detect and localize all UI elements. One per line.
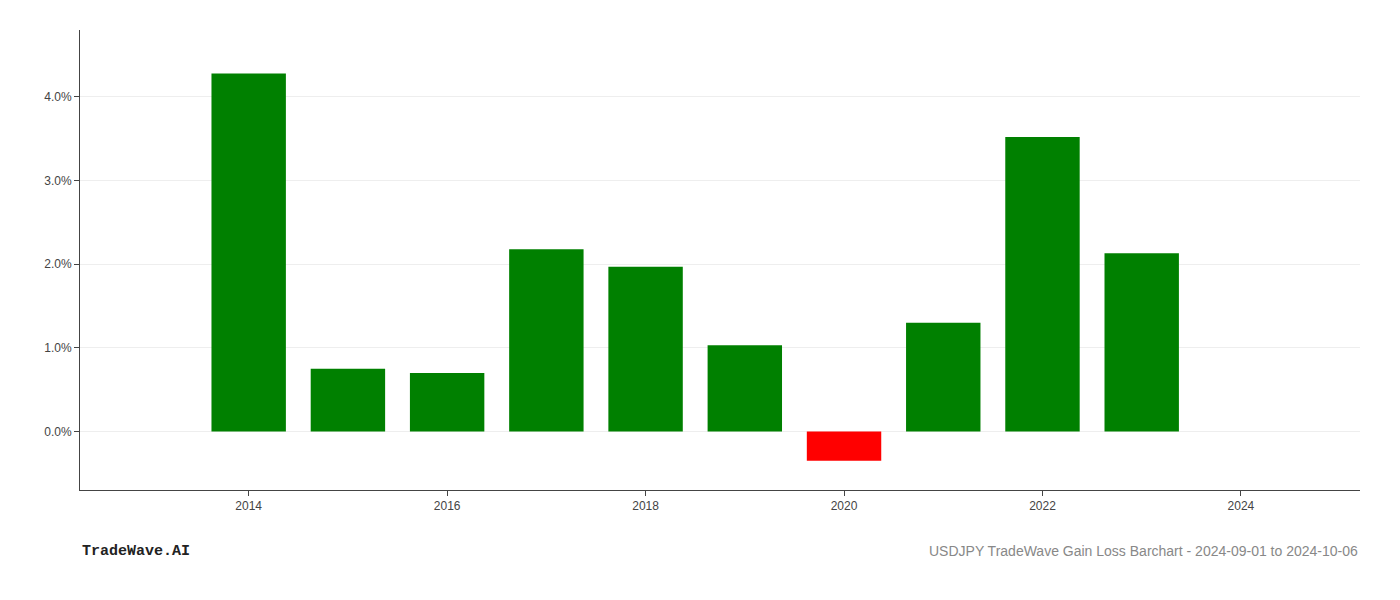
- svg-text:2024: 2024: [1228, 499, 1255, 513]
- svg-text:1.0%: 1.0%: [44, 341, 72, 355]
- svg-text:2022: 2022: [1029, 499, 1056, 513]
- svg-text:2018: 2018: [632, 499, 659, 513]
- svg-text:2.0%: 2.0%: [44, 257, 72, 271]
- svg-text:4.0%: 4.0%: [44, 90, 72, 104]
- svg-text:2020: 2020: [831, 499, 858, 513]
- svg-text:USDJPY TradeWave Gain Loss Bar: USDJPY TradeWave Gain Loss Barchart - 20…: [929, 543, 1358, 559]
- svg-text:2016: 2016: [434, 499, 461, 513]
- svg-text:2014: 2014: [235, 499, 262, 513]
- svg-text:3.0%: 3.0%: [44, 174, 72, 188]
- svg-text:0.0%: 0.0%: [44, 425, 72, 439]
- svg-text:TradeWave.AI: TradeWave.AI: [82, 543, 190, 560]
